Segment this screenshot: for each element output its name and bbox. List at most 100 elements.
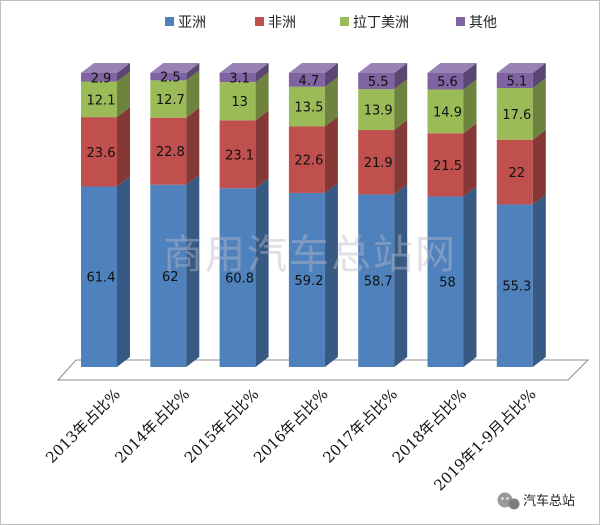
data-label: 62 <box>162 270 179 285</box>
bar-side <box>532 129 546 205</box>
bar-segment <box>150 107 200 185</box>
bar-front <box>288 73 325 87</box>
bar-segment <box>81 176 130 367</box>
data-label: 22 <box>509 166 526 181</box>
bar-side <box>324 116 338 193</box>
bar-segment <box>496 77 546 140</box>
bar-front <box>496 204 533 367</box>
wechat-icon <box>497 492 520 510</box>
bar-top <box>219 63 269 73</box>
bar-side <box>394 79 408 131</box>
legend-label: 亚洲 <box>178 15 206 31</box>
bar-front <box>288 126 325 193</box>
bar-segment <box>81 71 130 118</box>
data-label: 61.4 <box>87 271 116 286</box>
bar-front <box>150 80 187 118</box>
bar-side <box>255 72 269 121</box>
bar-front <box>150 73 187 81</box>
bar-side <box>324 76 338 127</box>
bar-segment <box>150 174 200 367</box>
data-label: 60.8 <box>225 272 254 287</box>
bar-side <box>117 71 130 118</box>
data-label: 17.6 <box>502 108 531 123</box>
data-label: 12.1 <box>87 93 116 108</box>
data-label: 13.9 <box>364 104 393 119</box>
data-label: 59.2 <box>294 274 323 289</box>
bar-side <box>255 110 269 189</box>
data-label: 21.9 <box>364 156 393 171</box>
bar-front <box>81 81 117 118</box>
bar-segment <box>358 79 408 131</box>
bar-segment <box>358 63 408 90</box>
bar-segment <box>496 129 546 205</box>
bar-segment <box>427 123 477 197</box>
bar-front <box>219 120 256 189</box>
bar-segment <box>150 70 200 118</box>
bar-top <box>496 63 546 73</box>
data-label: 2.5 <box>160 71 181 86</box>
data-label: 3.1 <box>229 72 250 87</box>
legend: 亚洲 非洲 拉丁美洲 其他 <box>165 15 497 31</box>
bar-top <box>358 63 408 73</box>
data-label: 12.7 <box>156 93 185 108</box>
bar-front <box>496 87 533 140</box>
bar-segment <box>288 116 338 193</box>
bar-front <box>81 186 117 367</box>
bar-front <box>358 73 395 90</box>
bar-segment <box>150 63 200 81</box>
bar-segment <box>496 194 546 367</box>
bar-side <box>463 186 477 367</box>
bar-front <box>427 73 464 90</box>
data-label: 22.6 <box>294 154 323 169</box>
bar-segment <box>81 107 130 187</box>
bar-front <box>81 73 117 82</box>
bar-segment <box>288 63 338 87</box>
bar-side <box>117 176 130 367</box>
bar-top <box>288 63 338 73</box>
bar-front <box>288 86 325 127</box>
data-label: 2.9 <box>91 71 112 86</box>
bar-top <box>427 63 477 73</box>
data-labels: 61.4 23.6 12.1 2.9 62 22.8 12.7 2.5 60.8 23.1 13 3.… <box>87 71 532 295</box>
bar-side <box>255 63 269 83</box>
data-label: 13 <box>231 95 248 110</box>
legend-swatch <box>340 17 349 26</box>
data-label: 21.5 <box>433 159 462 174</box>
data-label: 23.6 <box>87 146 116 161</box>
bar-side <box>117 63 130 82</box>
data-label: 55.3 <box>502 280 531 295</box>
bar-segment <box>427 63 477 90</box>
bar-front <box>219 73 256 83</box>
data-label: 58.7 <box>364 275 393 290</box>
bar-segment <box>496 63 546 88</box>
bar-side <box>324 63 338 87</box>
legend-swatch <box>456 17 465 26</box>
legend-label: 其他 <box>469 15 497 31</box>
bar-side <box>532 194 546 367</box>
data-label: 22.8 <box>156 145 185 160</box>
bar-front <box>150 117 187 185</box>
bar-front <box>427 133 464 197</box>
bar-side <box>463 79 477 134</box>
bar-side <box>186 107 200 185</box>
bar-side <box>394 63 408 90</box>
bar-side <box>324 182 338 367</box>
bar-segment <box>427 186 477 367</box>
bar-front <box>427 196 464 367</box>
bar-side <box>117 107 130 187</box>
bar-side <box>186 63 200 81</box>
legend-swatch <box>165 17 174 26</box>
data-label: 5.6 <box>437 75 458 90</box>
bar-front <box>358 89 395 131</box>
bar-segment <box>288 182 338 367</box>
bar-side <box>255 178 269 367</box>
bar-top <box>81 63 130 73</box>
bar-segment <box>427 79 477 134</box>
bar-side <box>463 123 477 197</box>
bar-segment <box>219 178 269 367</box>
data-label: 58 <box>439 276 456 291</box>
data-label: 5.5 <box>368 75 389 90</box>
bar-front <box>219 188 256 367</box>
